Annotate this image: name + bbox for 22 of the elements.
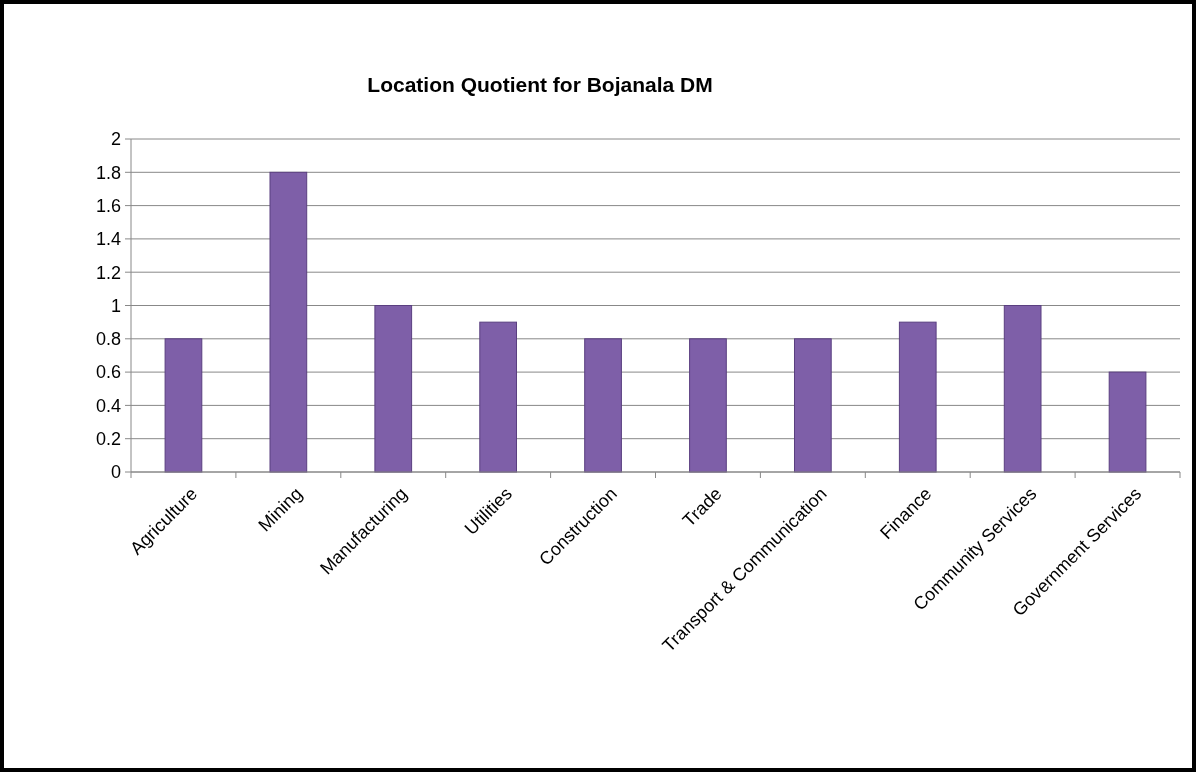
y-tick-label: 1.6 xyxy=(95,195,121,216)
bar xyxy=(689,338,727,473)
bar xyxy=(584,338,622,473)
y-tick-label: 1.4 xyxy=(95,229,121,250)
bar xyxy=(898,321,937,473)
bar xyxy=(164,338,203,473)
bar xyxy=(1003,305,1042,473)
bar xyxy=(479,321,518,473)
bar xyxy=(374,305,413,473)
y-tick-label: 0 xyxy=(110,462,121,483)
y-tick-label: 1 xyxy=(110,295,121,316)
chart-title: Location Quotient for Bojanala DM xyxy=(367,73,713,96)
y-tick-label: 0.4 xyxy=(95,395,121,416)
y-tick-label: 1.2 xyxy=(95,262,121,283)
bar xyxy=(793,338,832,473)
y-tick-label: 0.2 xyxy=(95,429,121,449)
y-tick-label: 1.8 xyxy=(95,162,121,183)
bar xyxy=(1108,371,1147,473)
y-tick-label: 2 xyxy=(110,129,121,150)
y-tick-label: 0.6 xyxy=(95,362,121,383)
bar xyxy=(269,171,308,473)
y-tick-label: 0.8 xyxy=(95,329,121,350)
